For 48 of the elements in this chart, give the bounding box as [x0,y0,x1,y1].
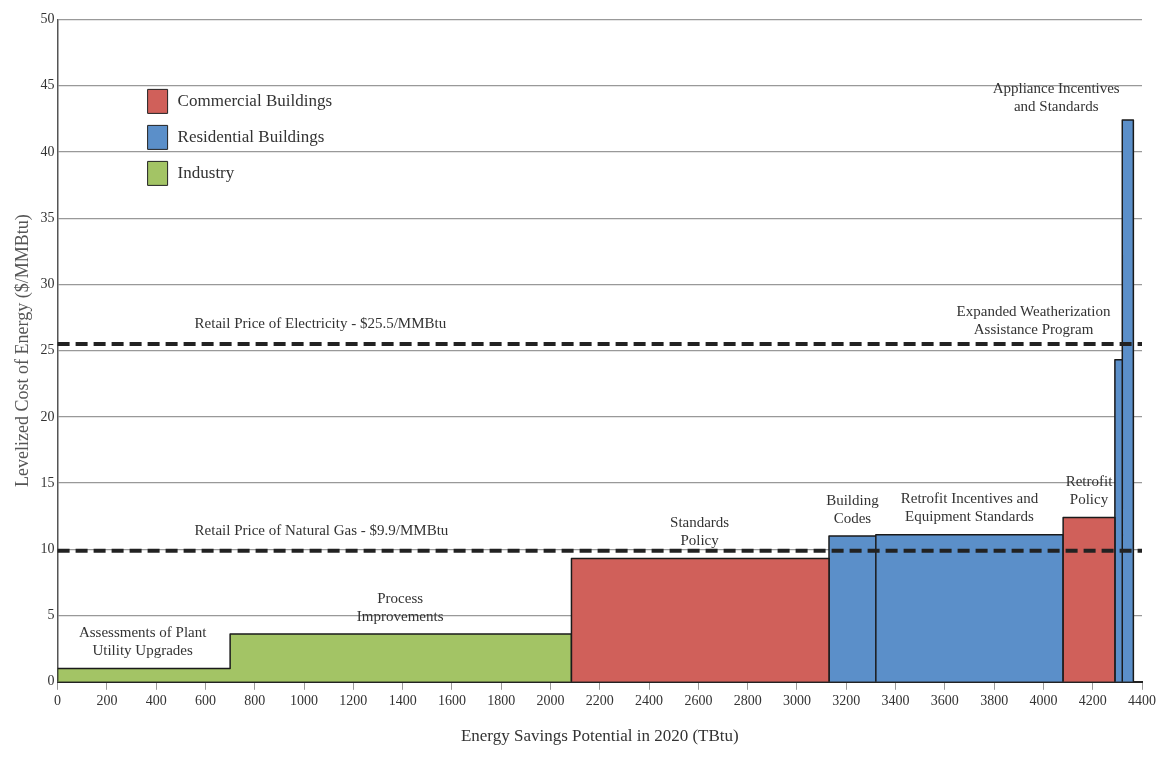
y-tick-label: 5 [47,607,55,623]
x-tick-label: 600 [194,692,216,708]
y-tick-label: 40 [40,143,55,159]
x-tick-label: 2000 [536,692,565,708]
x-tick-label: 4000 [1029,692,1058,708]
x-tick-label: 3400 [881,692,910,708]
x-tick-label: 200 [96,692,118,708]
y-tick-label: 25 [40,342,55,358]
x-tick-label: 3600 [930,692,959,708]
y-tick-label: 45 [40,77,55,93]
annotation: Process Improvements [356,589,444,624]
x-tick-label: 1200 [339,692,368,708]
annotation: Assessments of Plant Utility Upgrades [78,623,208,658]
y-tick-label: 20 [40,408,55,424]
annotation: Retrofit Incentives and Equipment Standards [900,490,1039,525]
y-tick-label: 15 [40,474,55,490]
annotation: Building Codes [826,491,880,526]
y-tick-label: 50 [40,11,55,27]
y-tick-label: 30 [40,276,55,292]
x-tick-label: 400 [145,692,167,708]
legend-label: Residential Buildings [177,126,325,146]
ref-line-label: Retail Price of Electricity - $25.5/MMBtu [194,314,447,331]
x-tick-label: 2200 [585,692,614,708]
annotation: Expanded Weatherization Assistance Program [956,303,1111,338]
x-tick-label: 2600 [684,692,713,708]
x-tick-label: 1800 [487,692,516,708]
x-tick-label: 800 [244,692,266,708]
annotation: Appliance Incentives and Standards [992,79,1120,114]
legend-label: Industry [177,162,235,182]
annotation: Retrofit Policy [1065,472,1114,507]
x-tick-label: 3200 [832,692,861,708]
x-tick-label: 1600 [437,692,466,708]
x-tick-label: 4400 [1128,692,1156,708]
x-tick-label: 2400 [635,692,664,708]
x-tick-label: 3000 [782,692,811,708]
x-tick-label: 1000 [290,692,319,708]
ref-line-label: Retail Price of Natural Gas - $9.9/MMBtu [194,521,449,538]
y-axis-title: Levelized Cost of Energy ($/MMBtu) [11,214,33,487]
x-tick-label: 4200 [1078,692,1107,708]
x-tick-label: 3800 [980,692,1009,708]
y-tick-label: 0 [47,673,55,689]
x-tick-label: 1400 [388,692,417,708]
y-tick-label: 35 [40,209,55,225]
legend-label: Commercial Buildings [177,90,333,110]
annotation: Standards Policy [670,514,730,549]
y-tick-label: 10 [40,540,55,556]
x-tick-label: 2800 [733,692,762,708]
x-axis-title: Energy Savings Potential in 2020 (TBtu) [460,726,739,746]
